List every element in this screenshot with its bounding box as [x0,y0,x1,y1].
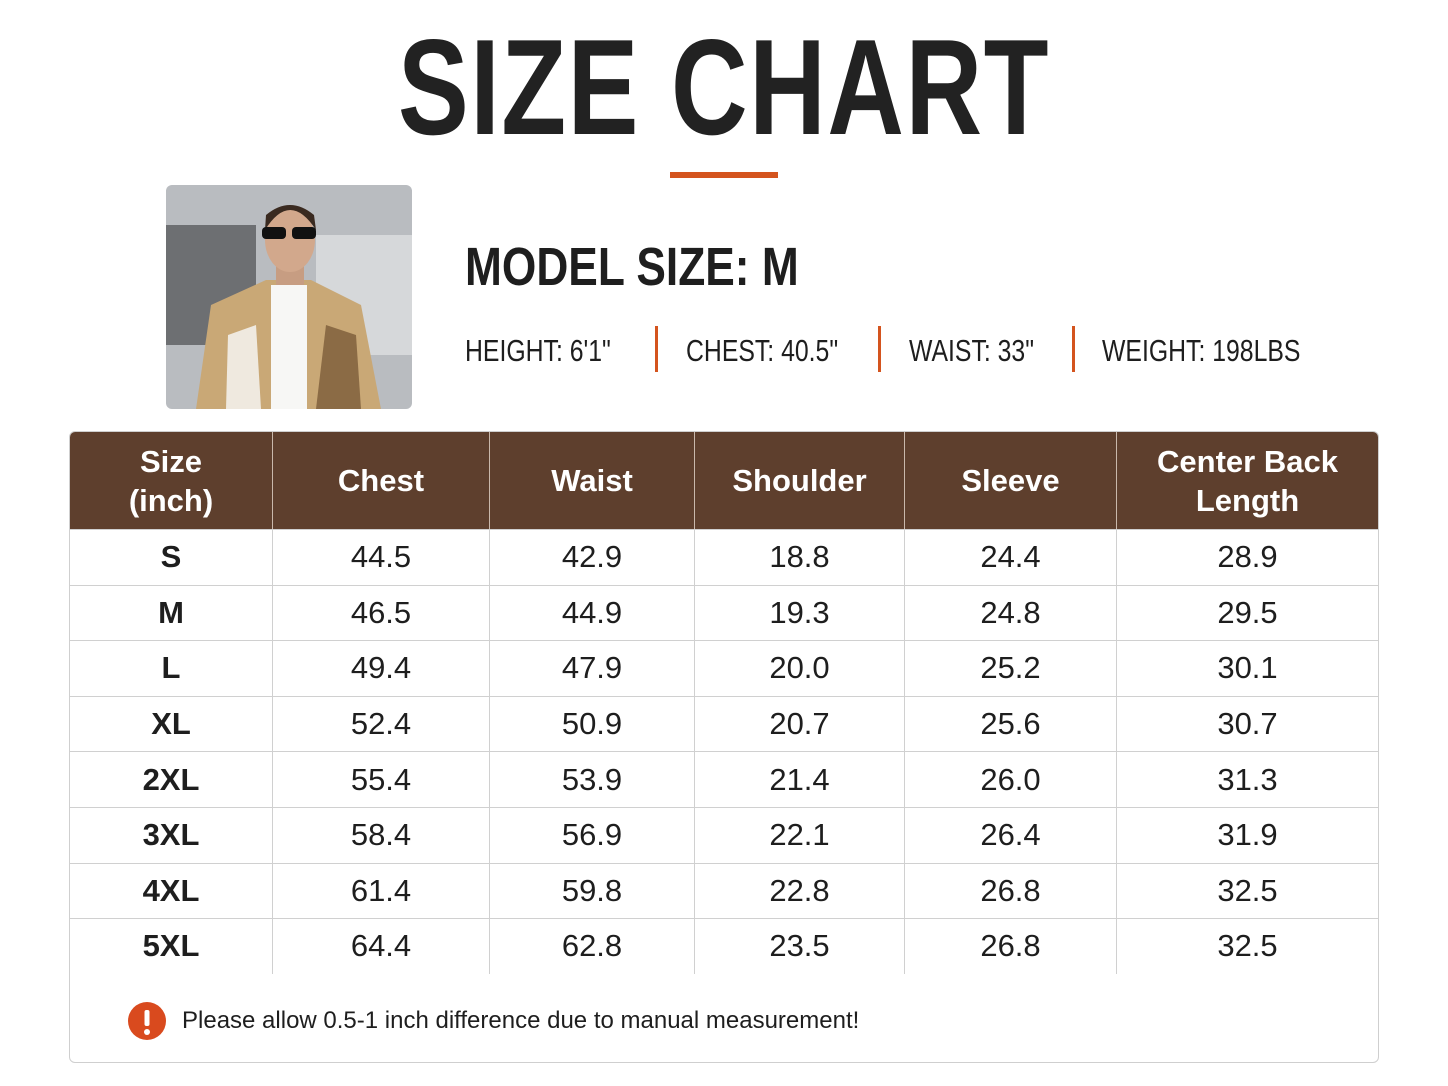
column-header: Sleeve [904,432,1116,529]
separator [655,326,658,372]
cell: 26.4 [904,807,1116,863]
cell: 19.3 [694,585,904,641]
cell: 24.8 [904,585,1116,641]
cell: 26.8 [904,919,1116,974]
cell: 52.4 [272,696,489,752]
size-label: 2XL [142,761,200,797]
cell: 49.4 [272,641,489,696]
column-header: Chest [272,432,489,529]
size-label: 3XL [142,817,200,853]
size-label: L [161,650,181,686]
title: SIZE CHART [397,11,1051,163]
cell: 26.8 [904,863,1116,919]
column-header: Size (inch) [128,443,214,518]
cell: 61.4 [272,863,489,919]
model-stat: WAIST: 33" [909,333,1035,368]
cell: 59.8 [489,863,694,919]
size-label: S [160,539,182,575]
cell: 53.9 [489,752,694,807]
table-row: 4XL 61.4 59.8 22.8 26.8 32.5 [70,862,1378,919]
model-photo [166,185,412,409]
table-row: L 49.4 47.9 20.0 25.2 30.1 [70,640,1378,696]
size-label: 4XL [142,872,200,908]
cell: 58.4 [272,807,489,863]
cell: 32.5 [1116,863,1378,919]
cell: 46.5 [272,585,489,641]
model-stat: WEIGHT: 198LBS [1102,333,1301,368]
cell: 22.1 [694,807,904,863]
cell: 56.9 [489,807,694,863]
cell: 31.3 [1116,752,1378,807]
cell: 64.4 [272,919,489,974]
model-size: MODEL SIZE: M [465,237,799,297]
table-body: S 44.5 42.9 18.8 24.4 28.9 M 46.5 44.9 19.3 24.8 29… [70,529,1378,974]
table-row: 3XL 58.4 56.9 22.1 26.4 31.9 [70,806,1378,863]
table-row: XL 52.4 50.9 20.7 25.6 30.7 [70,695,1378,752]
cell: 42.9 [489,530,694,585]
cell: 32.5 [1116,919,1378,974]
cell: 18.8 [694,530,904,585]
table-header: Size (inch) Chest Waist Shoulder Sleeve Cente… [70,432,1378,529]
cell: 25.6 [904,696,1116,752]
photo-art [166,185,412,409]
model-stat: CHEST: 40.5" [686,333,839,368]
table-row: 2XL 55.4 53.9 21.4 26.0 31.3 [70,751,1378,807]
cell: 26.0 [904,752,1116,807]
column-header: Waist [489,432,694,529]
model-stat: HEIGHT: 6'1" [465,333,611,368]
cell: 24.4 [904,530,1116,585]
size-label: M [158,594,184,630]
size-label: XL [151,706,191,742]
cell: 47.9 [489,641,694,696]
cell: 21.4 [694,752,904,807]
cell: 22.8 [694,863,904,919]
cell: 30.1 [1116,641,1378,696]
note: Please allow 0.5-1 inch difference due t… [182,1007,860,1034]
table-row: 5XL 64.4 62.8 23.5 26.8 32.5 [70,918,1378,974]
separator [878,326,881,372]
cell: 50.9 [489,696,694,752]
size-table: Size (inch) Chest Waist Shoulder Sleeve Cente… [69,431,1379,1063]
cell: 20.7 [694,696,904,752]
cell: 31.9 [1116,807,1378,863]
cell: 28.9 [1116,530,1378,585]
cell: 62.8 [489,919,694,974]
underline [670,172,778,178]
cell: 55.4 [272,752,489,807]
separator [1072,326,1075,372]
cell: 44.9 [489,585,694,641]
cell: 23.5 [694,919,904,974]
table-row: S 44.5 42.9 18.8 24.4 28.9 [70,529,1378,585]
column-header: Center Back Length [1116,432,1378,529]
cell: 30.7 [1116,696,1378,752]
cell: 20.0 [694,641,904,696]
size-label: 5XL [142,928,200,964]
cell: 29.5 [1116,585,1378,641]
warning-icon [128,1002,166,1040]
table-row: M 46.5 44.9 19.3 24.8 29.5 [70,584,1378,641]
cell: 25.2 [904,641,1116,696]
column-header: Shoulder [694,432,904,529]
cell: 44.5 [272,530,489,585]
